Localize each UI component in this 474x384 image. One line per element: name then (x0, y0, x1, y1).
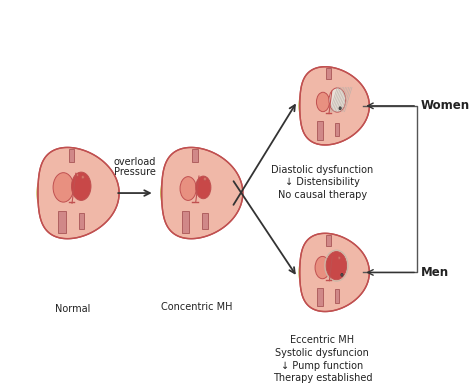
Ellipse shape (196, 176, 211, 199)
Text: Therapy established: Therapy established (273, 373, 372, 383)
Text: Pressure: Pressure (114, 167, 156, 177)
Ellipse shape (180, 177, 196, 200)
Polygon shape (317, 288, 323, 306)
Ellipse shape (315, 257, 330, 279)
Text: Men: Men (421, 266, 449, 279)
Polygon shape (192, 149, 198, 162)
Polygon shape (326, 235, 331, 246)
Ellipse shape (76, 174, 79, 176)
Text: Systolic dysfuncion: Systolic dysfuncion (275, 348, 369, 358)
Text: ↓ Pump function: ↓ Pump function (281, 361, 364, 371)
Text: Concentric MH: Concentric MH (161, 302, 233, 312)
Polygon shape (317, 121, 323, 140)
Text: No causal therapy: No causal therapy (278, 190, 367, 200)
Text: Women: Women (421, 99, 470, 113)
Ellipse shape (317, 92, 329, 112)
Polygon shape (299, 248, 332, 297)
Text: ↓ Distensibility: ↓ Distensibility (285, 177, 360, 187)
Text: overload: overload (114, 157, 156, 167)
Polygon shape (300, 233, 369, 311)
Polygon shape (300, 67, 369, 145)
Ellipse shape (341, 273, 343, 276)
Ellipse shape (329, 88, 346, 112)
Polygon shape (335, 290, 339, 303)
Polygon shape (69, 149, 74, 162)
Ellipse shape (82, 175, 84, 179)
Polygon shape (38, 147, 119, 239)
Polygon shape (37, 165, 75, 221)
Ellipse shape (72, 172, 91, 200)
Polygon shape (335, 123, 339, 136)
Ellipse shape (204, 177, 206, 180)
Polygon shape (162, 147, 243, 239)
Ellipse shape (326, 252, 346, 280)
Polygon shape (202, 213, 208, 229)
Text: Diastolic dysfunction: Diastolic dysfunction (271, 165, 374, 175)
Polygon shape (79, 213, 84, 229)
Ellipse shape (53, 173, 73, 202)
Polygon shape (326, 68, 331, 79)
Ellipse shape (338, 257, 340, 259)
Polygon shape (182, 211, 189, 233)
Polygon shape (58, 211, 65, 233)
Ellipse shape (339, 107, 341, 110)
Polygon shape (161, 165, 199, 221)
Text: Normal: Normal (55, 304, 91, 314)
Polygon shape (299, 81, 332, 130)
Text: Eccentric MH: Eccentric MH (291, 335, 355, 345)
